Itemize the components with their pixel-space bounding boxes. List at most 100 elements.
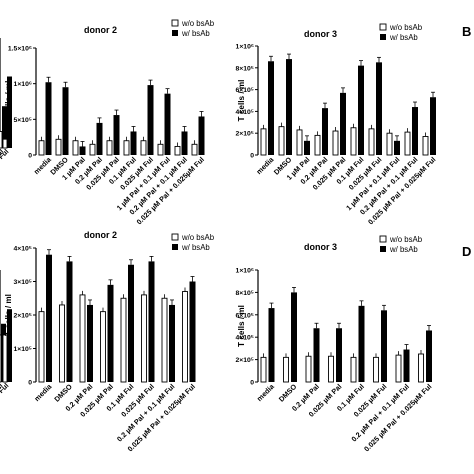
bar-filled bbox=[286, 59, 292, 155]
legend-label-open: w/o bsAb bbox=[181, 233, 215, 242]
y-tick-label: 5×10⁵ bbox=[13, 117, 32, 124]
legend-label-open: w/o bsAb bbox=[389, 23, 423, 32]
y-axis-title: T cells / ml bbox=[237, 305, 246, 347]
category-label: 0.025 µM Pal + 0.025µM Ful bbox=[0, 147, 10, 218]
category-label: 0.025 µM Pal + 0.025µM Ful bbox=[0, 381, 10, 452]
bar-open bbox=[373, 356, 379, 383]
bar-filled bbox=[87, 304, 93, 382]
bar-filled bbox=[113, 115, 120, 155]
bar-filled bbox=[46, 254, 52, 382]
legend-label-filled: w/ bsAb bbox=[181, 29, 210, 38]
y-tick-label: 3×10⁵ bbox=[13, 279, 32, 286]
bar-filled bbox=[376, 62, 382, 155]
chart-title: donor 3 bbox=[304, 242, 337, 252]
bar-open bbox=[123, 140, 130, 156]
legend-label-open: w/o bsAb bbox=[181, 19, 215, 28]
bar-open bbox=[79, 294, 86, 383]
bar-open bbox=[0, 131, 3, 149]
bar-filled bbox=[45, 82, 52, 155]
bar-open bbox=[2, 334, 8, 383]
y-tick-label: 6×10⁵ bbox=[235, 312, 254, 319]
bar-open bbox=[314, 134, 321, 156]
category-label: media bbox=[255, 381, 277, 403]
bar-open bbox=[72, 140, 79, 156]
bar-filled bbox=[147, 85, 154, 155]
y-tick-label: 2×10⁵ bbox=[235, 131, 254, 138]
bar-filled bbox=[148, 261, 155, 382]
bar-filled bbox=[130, 131, 137, 155]
y-tick-label: 6×10⁵ bbox=[235, 87, 254, 94]
legend-swatch-open bbox=[379, 23, 387, 31]
legend-swatch-filled bbox=[380, 246, 386, 252]
bar-filled bbox=[340, 92, 346, 155]
bar-filled bbox=[7, 309, 12, 382]
bar-filled bbox=[2, 106, 7, 148]
bar-open bbox=[395, 354, 402, 383]
y-tick-label: 0 bbox=[28, 153, 32, 160]
bar-open bbox=[106, 140, 113, 156]
bar-filled bbox=[181, 131, 188, 155]
bar-filled bbox=[62, 87, 69, 155]
bar-filled bbox=[322, 108, 328, 155]
legend-label-filled: w/ bsAb bbox=[181, 243, 210, 252]
bar-open bbox=[0, 334, 2, 383]
bar-filled bbox=[426, 330, 432, 382]
y-tick-label: 8×10⁵ bbox=[235, 65, 254, 72]
bar-open bbox=[174, 145, 181, 156]
legend-swatch-open bbox=[379, 235, 387, 243]
bar-open bbox=[296, 129, 303, 156]
bar-filled bbox=[189, 281, 196, 382]
bar-open bbox=[305, 355, 312, 383]
bar-open bbox=[328, 355, 334, 383]
legend-swatch-filled bbox=[172, 244, 178, 250]
y-tick-label: 1×10⁶ bbox=[236, 268, 254, 275]
bar-open bbox=[422, 136, 429, 156]
bar-filled bbox=[403, 349, 410, 382]
bar-filled bbox=[198, 116, 205, 155]
y-tick-label: 1.5×10⁶ bbox=[8, 46, 32, 53]
legend-swatch-open bbox=[171, 19, 179, 27]
bar-open bbox=[368, 128, 375, 156]
bar-open bbox=[332, 130, 339, 156]
bar-open bbox=[260, 356, 267, 383]
bar-open bbox=[418, 353, 424, 383]
bar-open bbox=[278, 126, 285, 156]
bar-open bbox=[100, 311, 106, 383]
bar-filled bbox=[291, 292, 297, 382]
bar-filled bbox=[66, 261, 73, 382]
bar-filled bbox=[7, 76, 12, 148]
panel-letter-d: D bbox=[462, 244, 471, 259]
bar-open bbox=[260, 128, 267, 156]
bar-filled bbox=[336, 328, 342, 382]
bar-filled bbox=[358, 65, 364, 155]
y-tick-label: 2×10⁵ bbox=[235, 357, 254, 364]
y-tick-label: 1×10⁶ bbox=[14, 81, 32, 88]
bar-filled bbox=[96, 122, 103, 155]
bar-filled bbox=[304, 140, 310, 155]
bar-open bbox=[350, 356, 357, 383]
y-axis-title: T cells / ml bbox=[237, 80, 246, 122]
bar-filled bbox=[107, 284, 114, 382]
legend-swatch-filled bbox=[380, 34, 386, 40]
chart-title: donor 3 bbox=[304, 29, 337, 39]
bar-open bbox=[89, 143, 96, 156]
bar-open bbox=[404, 131, 411, 156]
y-tick-label: 4×10⁵ bbox=[235, 109, 254, 116]
bar-open bbox=[120, 297, 127, 383]
y-tick-label: 0 bbox=[250, 380, 254, 387]
bar-open bbox=[140, 140, 147, 156]
bar-open bbox=[38, 140, 45, 156]
category-label: media bbox=[254, 154, 276, 176]
legend-label-filled: w/ bsAb bbox=[389, 33, 418, 42]
chart-title: donor 2 bbox=[84, 25, 117, 35]
legend-label-open: w/o bsAb bbox=[389, 235, 423, 244]
y-tick-label: 8×10⁵ bbox=[235, 290, 254, 297]
bar-filled bbox=[394, 140, 400, 155]
y-tick-label: 4×10⁵ bbox=[235, 335, 254, 342]
y-axis-title: T cells / ml bbox=[4, 81, 13, 123]
bar-filled bbox=[268, 61, 274, 156]
y-tick-label: 0 bbox=[250, 153, 254, 160]
bar-filled bbox=[430, 97, 436, 155]
category-label: media bbox=[32, 381, 54, 403]
